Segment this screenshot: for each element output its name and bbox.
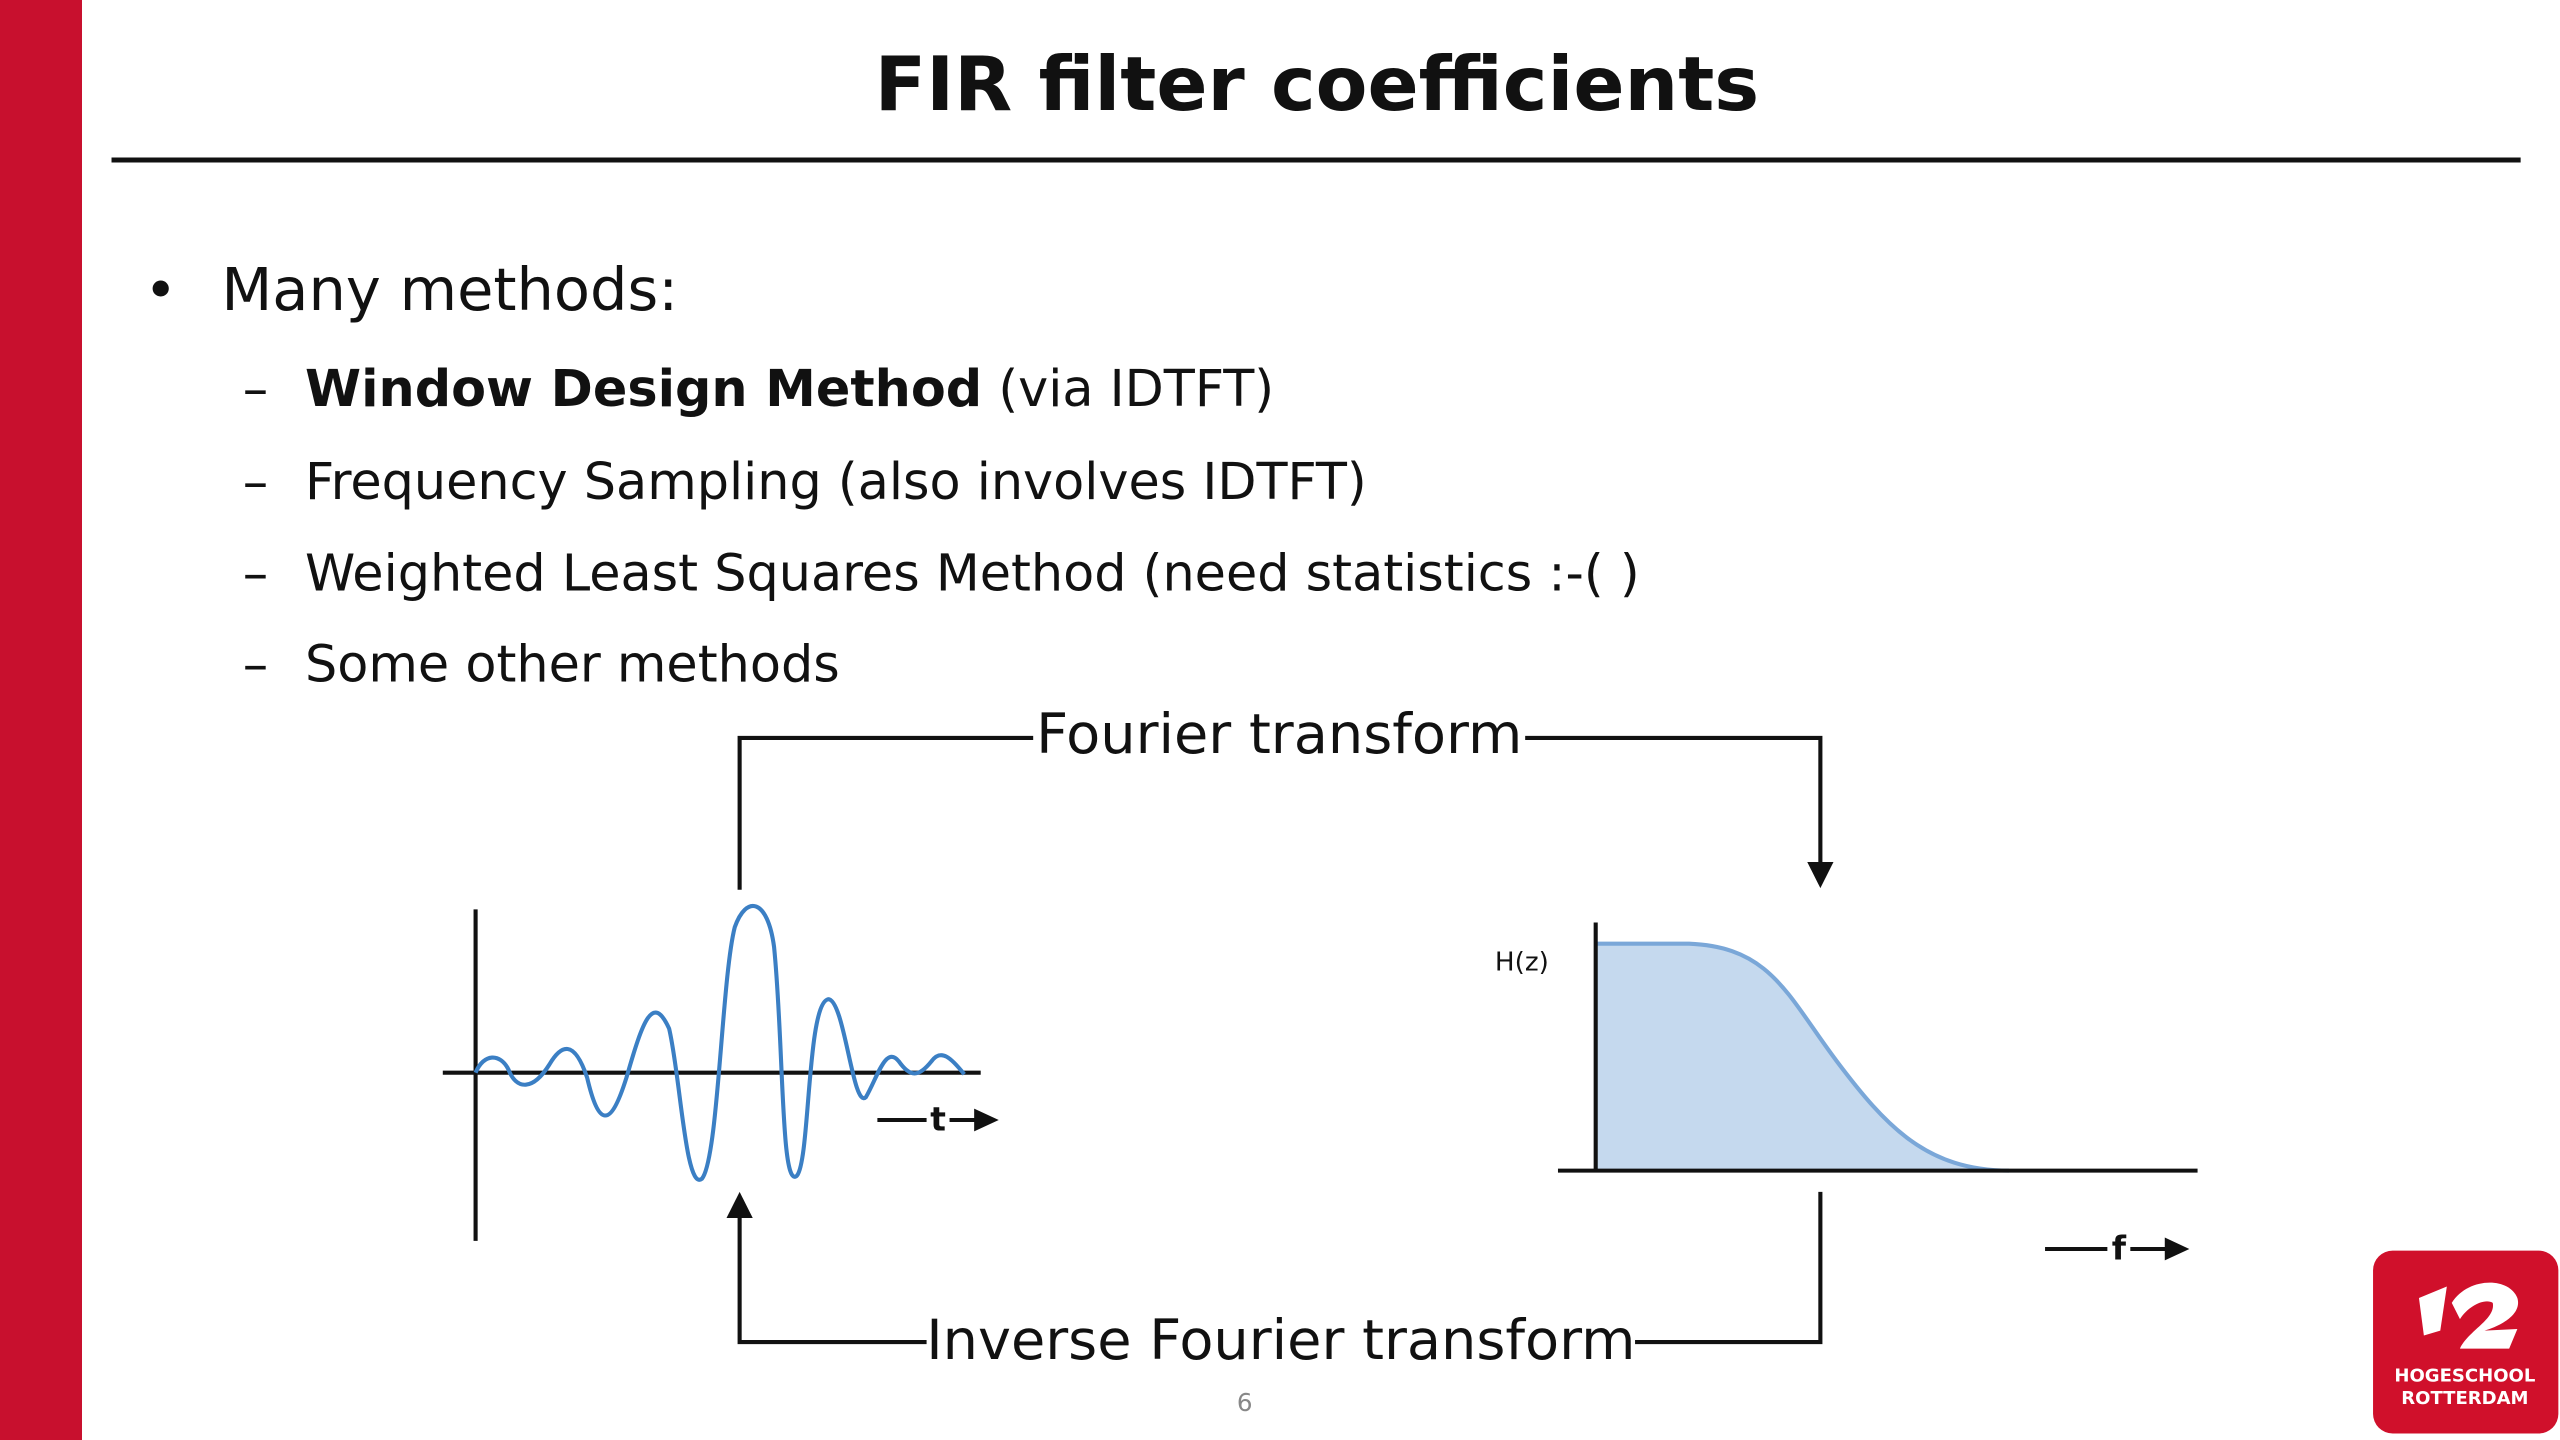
freq-label: f bbox=[2112, 1230, 2127, 1268]
bullet-dot: • bbox=[144, 258, 177, 323]
arrowhead bbox=[726, 1191, 753, 1218]
time-label: t bbox=[930, 1101, 946, 1139]
forward-label: Fourier transform bbox=[1036, 702, 1522, 767]
sub-bullet: Weighted Least Squares Method (need stat… bbox=[305, 543, 1640, 602]
dash: – bbox=[243, 635, 268, 694]
label-bg bbox=[926, 1103, 950, 1137]
slide-title: FIR filter coefficients bbox=[875, 40, 1760, 128]
dash: – bbox=[243, 359, 268, 418]
connector bbox=[737, 735, 1034, 890]
side-bar bbox=[0, 0, 82, 1440]
sub-bullet-bold: Window Design Method bbox=[305, 359, 982, 418]
arrowhead bbox=[2164, 1237, 2190, 1261]
connector bbox=[1635, 1191, 1823, 1345]
label-bg bbox=[2107, 1232, 2131, 1266]
dash: – bbox=[243, 543, 268, 602]
sub-bullet-rest: (via IDTFT) bbox=[982, 359, 1274, 418]
connector bbox=[1525, 735, 1823, 866]
response-curve bbox=[1595, 941, 2009, 1173]
sub-bullet: Window Design Method (via IDTFT) bbox=[305, 359, 1274, 418]
page-number: 6 bbox=[1237, 1388, 1253, 1417]
inverse-label: Inverse Fourier transform bbox=[926, 1308, 1635, 1373]
logo-text: HOGESCHOOL bbox=[2394, 1365, 2535, 1386]
sub-bullet: Frequency Sampling (also involves IDTFT) bbox=[305, 452, 1367, 511]
response-area bbox=[1595, 943, 2009, 1171]
bullet-text: Many methods: bbox=[221, 255, 678, 324]
arrowhead bbox=[1807, 862, 1834, 889]
logo-mark bbox=[2418, 1282, 2519, 1349]
response-label: H(z) bbox=[1495, 948, 1549, 978]
connector bbox=[737, 1214, 927, 1345]
arrowhead bbox=[974, 1108, 999, 1132]
logo-text: ROTTERDAM bbox=[2401, 1388, 2528, 1409]
dash: – bbox=[243, 452, 268, 511]
sub-bullet: Some other methods bbox=[305, 635, 840, 694]
waveform bbox=[473, 903, 966, 1182]
